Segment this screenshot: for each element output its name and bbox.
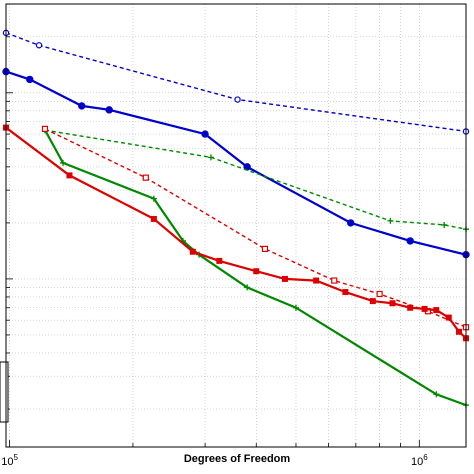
data-point [407, 304, 414, 311]
data-point [342, 289, 349, 296]
data-point [234, 96, 241, 103]
x-tick-label: 105 [1, 453, 18, 468]
data-point [59, 159, 66, 166]
data-point [445, 314, 452, 321]
data-point [41, 125, 49, 132]
data-point [78, 102, 86, 110]
data-point [35, 42, 43, 49]
data-point [376, 290, 383, 298]
data-point [105, 106, 113, 114]
series-line [44, 128, 467, 328]
data-point [201, 130, 209, 138]
data-point [331, 277, 338, 284]
data-point [66, 172, 73, 179]
data-point [207, 154, 214, 161]
data-point [253, 268, 260, 275]
grid [6, 3, 466, 447]
series-3 [41, 127, 469, 409]
data-point [387, 217, 394, 224]
series-1 [2, 67, 470, 259]
data-point [261, 245, 269, 252]
x-tick-label-base: 10 [411, 456, 423, 468]
data-point [216, 257, 223, 264]
data-point [244, 284, 251, 291]
plot-frame [5, 3, 467, 448]
data-point [142, 174, 149, 181]
data-point [292, 304, 299, 311]
series-4 [41, 125, 470, 331]
series-0 [2, 29, 470, 135]
x-tick-label-base: 10 [1, 456, 13, 468]
data-point [433, 391, 440, 398]
data-point [189, 248, 196, 255]
data-point [369, 298, 376, 305]
x-tick-labels: 105 106 [1, 453, 428, 468]
data-point [456, 328, 463, 335]
data-point [150, 195, 157, 202]
data-point [406, 237, 414, 245]
data-point [389, 300, 396, 307]
legend-box [0, 361, 9, 423]
x-tick-label-exponent: 5 [13, 453, 18, 462]
data-point [26, 75, 34, 84]
data-point [433, 307, 440, 314]
data-point [150, 215, 157, 222]
series-layer [2, 29, 470, 409]
data-point [346, 219, 355, 227]
x-tick-label-exponent: 6 [423, 453, 428, 462]
x-tick-label: 106 [411, 453, 428, 468]
series-line [5, 32, 467, 133]
series-5 [3, 124, 469, 342]
data-point [281, 275, 288, 282]
legend-frame [0, 361, 9, 423]
x-axis-label: Degrees of Freedom [183, 453, 291, 465]
data-point [441, 221, 448, 228]
data-point [421, 305, 428, 312]
data-point [313, 277, 320, 284]
